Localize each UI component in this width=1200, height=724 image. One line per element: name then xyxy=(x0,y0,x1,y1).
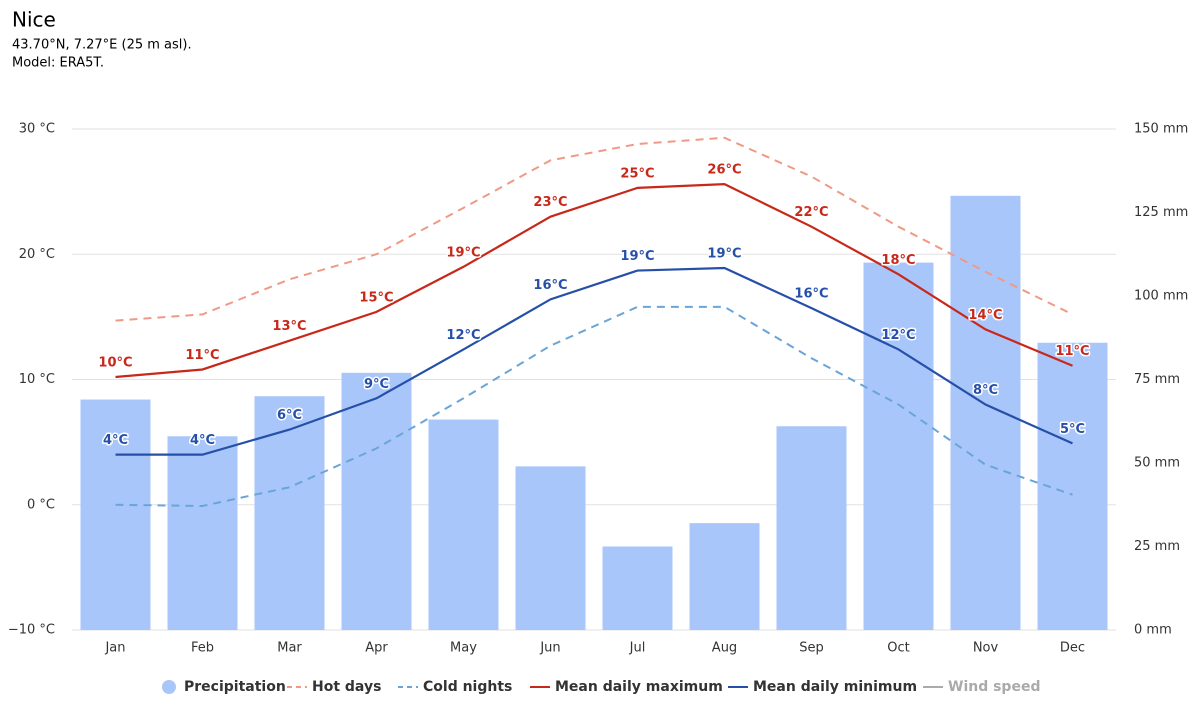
y2-tick-label: 25 mm xyxy=(1134,539,1180,554)
data-label: 16°C xyxy=(794,287,828,302)
data-label: 22°C xyxy=(794,205,828,220)
data-label: 12°C xyxy=(446,328,480,343)
precipitation-bar xyxy=(863,262,934,630)
y-tick-label: 30 °C xyxy=(19,122,55,137)
precipitation-bar xyxy=(80,399,151,630)
data-label: 6°C xyxy=(277,408,302,423)
series-line xyxy=(115,266,1073,456)
y2-tick-label: 100 mm xyxy=(1134,289,1188,304)
data-label: 5°C xyxy=(1060,422,1085,437)
precipitation-bar xyxy=(602,546,673,630)
x-tick-label: Sep xyxy=(799,641,824,656)
data-label: 13°C xyxy=(272,319,306,334)
legend-label[interactable]: Cold nights xyxy=(423,679,512,695)
data-label: 15°C xyxy=(359,290,393,305)
x-tick-label: May xyxy=(450,641,477,656)
y2-tick-label: 150 mm xyxy=(1134,122,1188,137)
series-line xyxy=(115,182,1073,379)
data-label: 19°C xyxy=(620,249,654,264)
x-tick-label: Nov xyxy=(973,641,999,656)
legend-marker xyxy=(162,680,176,694)
precipitation-bar xyxy=(428,419,499,630)
chart-subtitle: Model: ERA5T. xyxy=(12,56,104,71)
data-label: 18°C xyxy=(881,253,915,268)
data-label: 4°C xyxy=(103,433,128,448)
data-label: 12°C xyxy=(881,328,915,343)
x-tick-label: Feb xyxy=(191,641,214,656)
y-tick-label: 20 °C xyxy=(19,247,55,262)
data-label: 16°C xyxy=(533,278,567,293)
x-tick-label: Oct xyxy=(887,641,909,656)
y2-tick-label: 0 mm xyxy=(1134,623,1172,638)
x-tick-label: Apr xyxy=(365,641,388,656)
x-tick-label: Mar xyxy=(277,641,302,656)
y-tick-label: 10 °C xyxy=(19,372,55,387)
x-tick-label: Dec xyxy=(1060,641,1085,656)
precipitation-bar xyxy=(950,195,1021,631)
precipitation-bar xyxy=(254,396,325,630)
y2-tick-label: 50 mm xyxy=(1134,456,1180,471)
x-tick-label: Jan xyxy=(104,641,125,656)
y2-tick-label: 75 mm xyxy=(1134,372,1180,387)
y2-tick-label: 125 mm xyxy=(1134,205,1188,220)
legend-label[interactable]: Hot days xyxy=(312,679,381,695)
data-label: 19°C xyxy=(707,247,741,262)
data-label: 11°C xyxy=(185,348,219,363)
series-line xyxy=(115,305,1073,508)
series-line xyxy=(115,136,1073,322)
y-tick-label: −10 °C xyxy=(8,623,55,638)
data-label: 23°C xyxy=(533,195,567,210)
data-label: 14°C xyxy=(968,308,1002,323)
data-label: 4°C xyxy=(190,433,215,448)
precipitation-bar xyxy=(689,523,760,630)
precipitation-bar xyxy=(341,372,412,630)
precipitation-bar xyxy=(515,466,586,630)
precipitation-bar xyxy=(167,436,238,630)
chart-title: Nice xyxy=(12,8,56,32)
data-label: 10°C xyxy=(98,355,132,370)
data-label: 11°C xyxy=(1055,344,1089,359)
legend-label[interactable]: Mean daily maximum xyxy=(555,679,723,695)
x-tick-label: Jun xyxy=(539,641,560,656)
data-label: 25°C xyxy=(620,166,654,181)
data-label: 9°C xyxy=(364,377,389,392)
data-label: 8°C xyxy=(973,383,998,398)
chart-subtitle: 43.70°N, 7.27°E (25 m asl). xyxy=(12,38,192,53)
data-label: 19°C xyxy=(446,245,480,260)
y-tick-label: 0 °C xyxy=(27,497,55,512)
legend-label[interactable]: Wind speed xyxy=(948,679,1040,695)
legend-label[interactable]: Precipitation xyxy=(184,679,286,695)
precipitation-bar xyxy=(776,426,847,630)
data-label: 26°C xyxy=(707,163,741,178)
legend-label[interactable]: Mean daily minimum xyxy=(753,679,917,695)
x-tick-label: Aug xyxy=(712,641,737,656)
x-tick-label: Jul xyxy=(629,641,646,656)
